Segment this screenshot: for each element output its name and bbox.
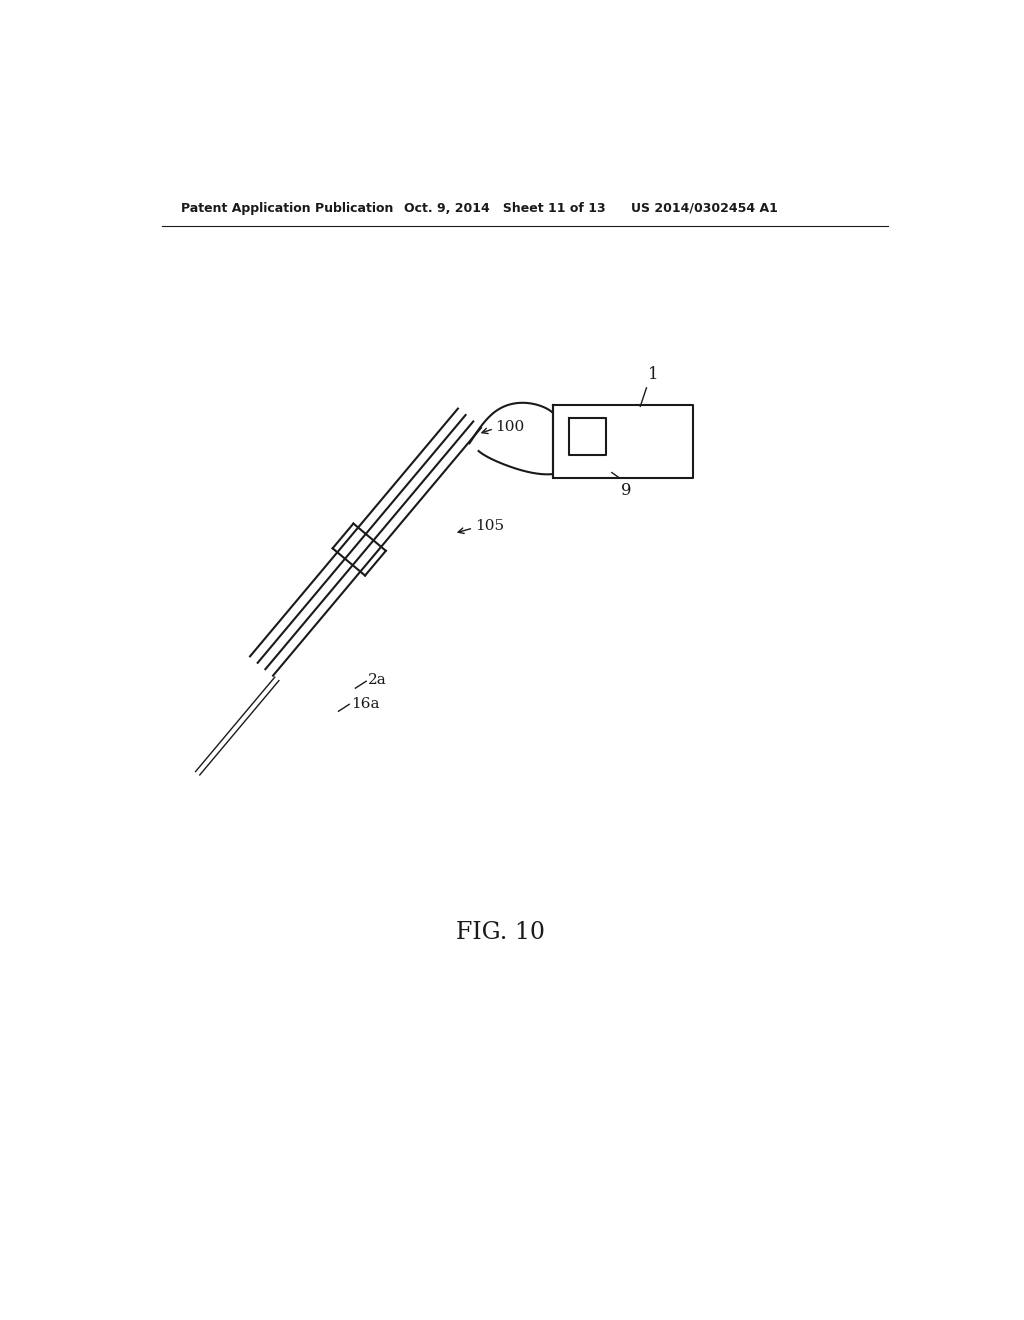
Text: 1: 1 [648, 366, 658, 383]
Text: Oct. 9, 2014   Sheet 11 of 13: Oct. 9, 2014 Sheet 11 of 13 [403, 202, 605, 215]
Text: US 2014/0302454 A1: US 2014/0302454 A1 [631, 202, 778, 215]
Text: 16a: 16a [351, 697, 379, 710]
Text: FIG. 10: FIG. 10 [456, 921, 545, 944]
Text: 9: 9 [621, 482, 632, 499]
Text: 105: 105 [475, 520, 504, 533]
Text: Patent Application Publication: Patent Application Publication [180, 202, 393, 215]
Text: 100: 100 [496, 420, 524, 434]
Text: 2a: 2a [368, 673, 386, 688]
